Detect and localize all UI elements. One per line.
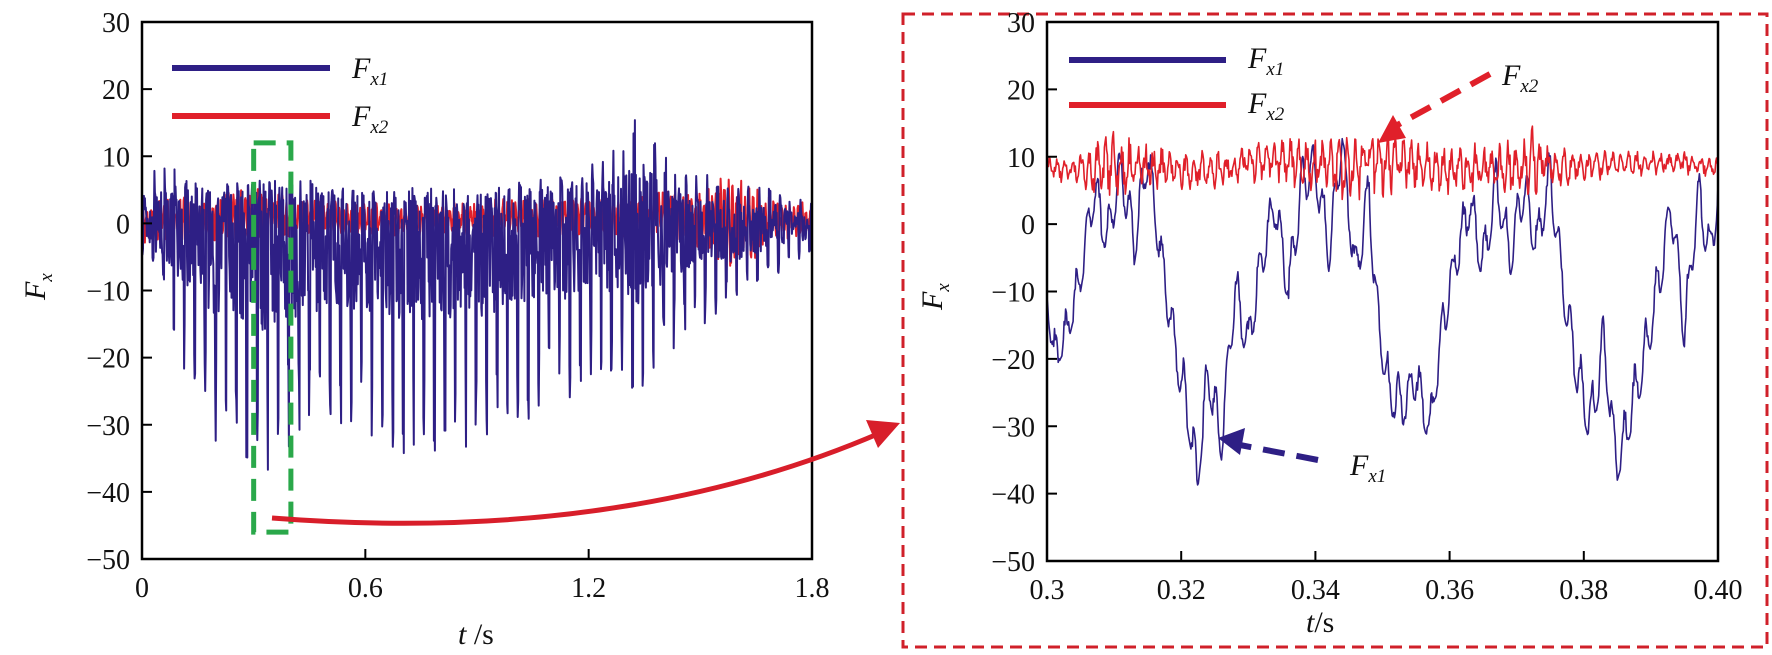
overview-legend: Fx1 Fx2	[172, 52, 389, 138]
annotation-x2: Fx2	[1378, 59, 1539, 143]
zoom-chart: 30 20 10 0 −10 −20 −30 −40 −500.3 0.32 0.34 0.36 0.3…	[916, 8, 1743, 639]
zoom-x-axis-label: t/s	[1306, 606, 1334, 639]
overview-y-tick-label: −20	[86, 344, 130, 375]
overview-x-axis-label: t /s	[458, 618, 494, 651]
zoom-connector-arrowhead	[866, 420, 900, 448]
overview-x-tick-label: 1.8	[795, 573, 830, 604]
zoom-ticks: 30 20 10 0 −10 −20 −30 −40 −500.3 0.32 0.34 0.36 0.3…	[991, 8, 1742, 606]
overview-legend-label-x2: Fx2	[351, 100, 389, 138]
zoom-y-tick-label: 0	[1021, 210, 1035, 241]
overview-y-tick-label: −50	[86, 545, 130, 576]
zoom-legend-label-x2: Fx2	[1247, 87, 1285, 125]
zoom-legend-label-x1: Fx1	[1247, 42, 1284, 80]
zoom-x-tick-label: 0.38	[1559, 575, 1608, 606]
zoom-y-tick-label: 20	[1007, 75, 1035, 106]
zoom-y-axis-label: Fx	[916, 283, 954, 311]
zoom-series-x1-line	[1046, 137, 1719, 486]
zoom-x-tick-label: 0.36	[1425, 575, 1474, 606]
overview-y-tick-label: −40	[86, 478, 130, 509]
annotation-x1-arrowhead	[1218, 428, 1245, 455]
overview-series-x1-line	[141, 119, 813, 471]
overview-y-axis-label: Fx	[19, 273, 57, 301]
zoom-y-tick-label: −50	[991, 547, 1035, 578]
overview-y-tick-label: 0	[116, 209, 130, 240]
overview-y-tick-label: 10	[102, 142, 130, 173]
zoom-region-highlight-box	[251, 140, 294, 535]
overview-y-tick-label: 30	[102, 8, 130, 39]
zoom-x-tick-label: 0.34	[1291, 575, 1340, 606]
annotation-x2-dashed-line	[1390, 71, 1492, 131]
overview-x-tick-label: 1.2	[571, 573, 606, 604]
annotation-x1-dashed-line	[1239, 442, 1319, 463]
zoom-legend: Fx1 Fx2	[1069, 42, 1285, 125]
zoom-connector-curve	[271, 430, 881, 526]
zoom-y-tick-label: 30	[1007, 8, 1035, 39]
annotation-x2-arrowhead	[1378, 115, 1406, 143]
zoom-connector-arrow	[271, 420, 900, 526]
overview-legend-label-x1: Fx1	[351, 52, 388, 90]
overview-x-tick-label: 0.6	[348, 573, 383, 604]
zoom-y-tick-label: −20	[991, 345, 1035, 376]
annotation-x1-label: Fx1	[1349, 449, 1386, 487]
zoom-panel-frame	[901, 12, 1769, 649]
zoom-x-tick-label: 0.40	[1694, 575, 1743, 606]
overview-x-tick-label: 0	[135, 573, 149, 604]
annotation-x2-label: Fx2	[1501, 59, 1539, 97]
overview-y-tick-label: −10	[86, 277, 130, 308]
zoom-x-tick-label: 0.3	[1030, 575, 1065, 606]
zoom-x-tick-label: 0.32	[1157, 575, 1206, 606]
zoom-y-tick-label: −10	[991, 278, 1035, 309]
zoom-y-tick-label: −30	[991, 412, 1035, 443]
zoom-series-x2-line	[1046, 125, 1719, 201]
overview-y-tick-label: −30	[86, 411, 130, 442]
annotation-x1: Fx1	[1218, 428, 1386, 487]
overview-y-tick-label: 20	[102, 75, 130, 106]
zoom-plot-area	[1046, 125, 1719, 486]
overview-plot-area	[141, 119, 813, 471]
zoom-y-tick-label: −40	[991, 480, 1035, 511]
zoom-y-tick-label: 10	[1007, 143, 1035, 174]
